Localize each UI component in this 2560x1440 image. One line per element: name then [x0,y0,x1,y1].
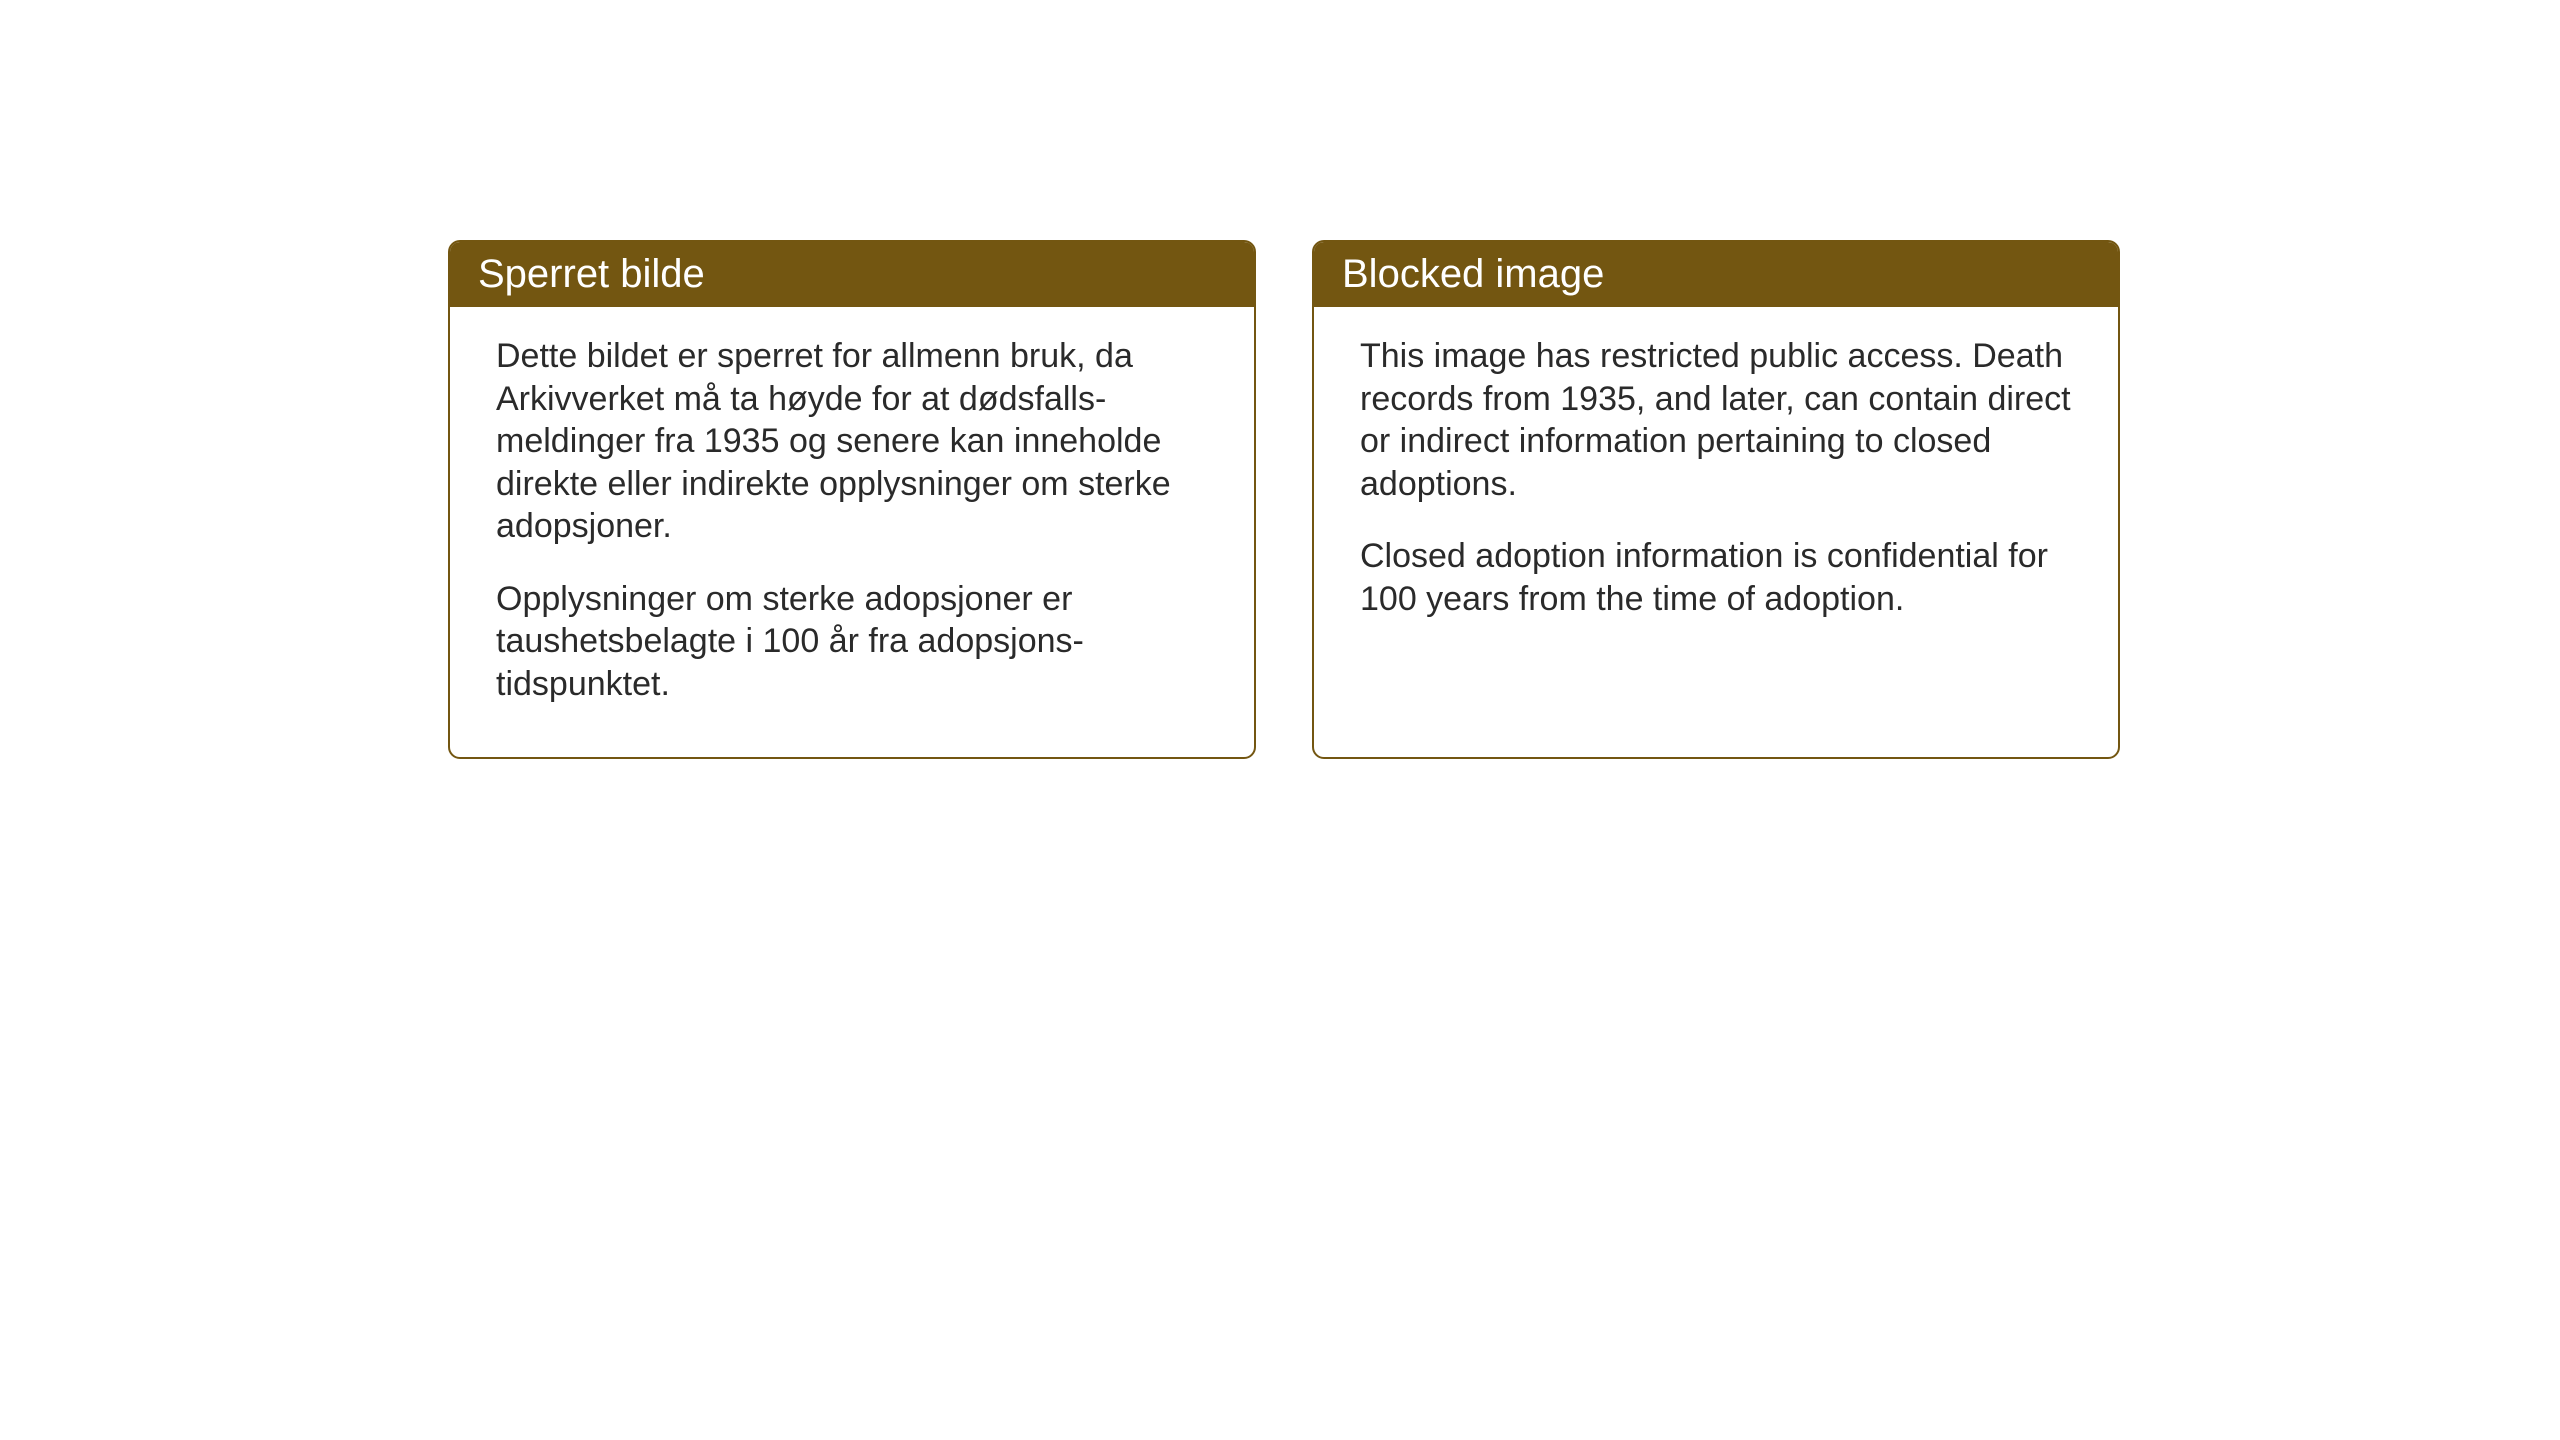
card-text-norwegian: Dette bildet er sperret for allmenn bruk… [496,335,1208,705]
paragraph: This image has restricted public access.… [1360,335,2072,505]
card-title: Sperret bilde [478,252,705,296]
paragraph: Opplysninger om sterke adopsjoner er tau… [496,578,1208,706]
notice-card-norwegian: Sperret bilde Dette bildet er sperret fo… [448,240,1256,759]
paragraph: Closed adoption information is confident… [1360,535,2072,620]
notice-container: Sperret bilde Dette bildet er sperret fo… [448,240,2120,759]
card-body-norwegian: Dette bildet er sperret for allmenn bruk… [450,307,1254,741]
card-body-english: This image has restricted public access.… [1314,307,2118,757]
notice-card-english: Blocked image This image has restricted … [1312,240,2120,759]
paragraph: Dette bildet er sperret for allmenn bruk… [496,335,1208,548]
card-header-english: Blocked image [1314,242,2118,307]
card-text-english: This image has restricted public access.… [1360,335,2072,620]
card-title: Blocked image [1342,252,1604,296]
card-header-norwegian: Sperret bilde [450,242,1254,307]
